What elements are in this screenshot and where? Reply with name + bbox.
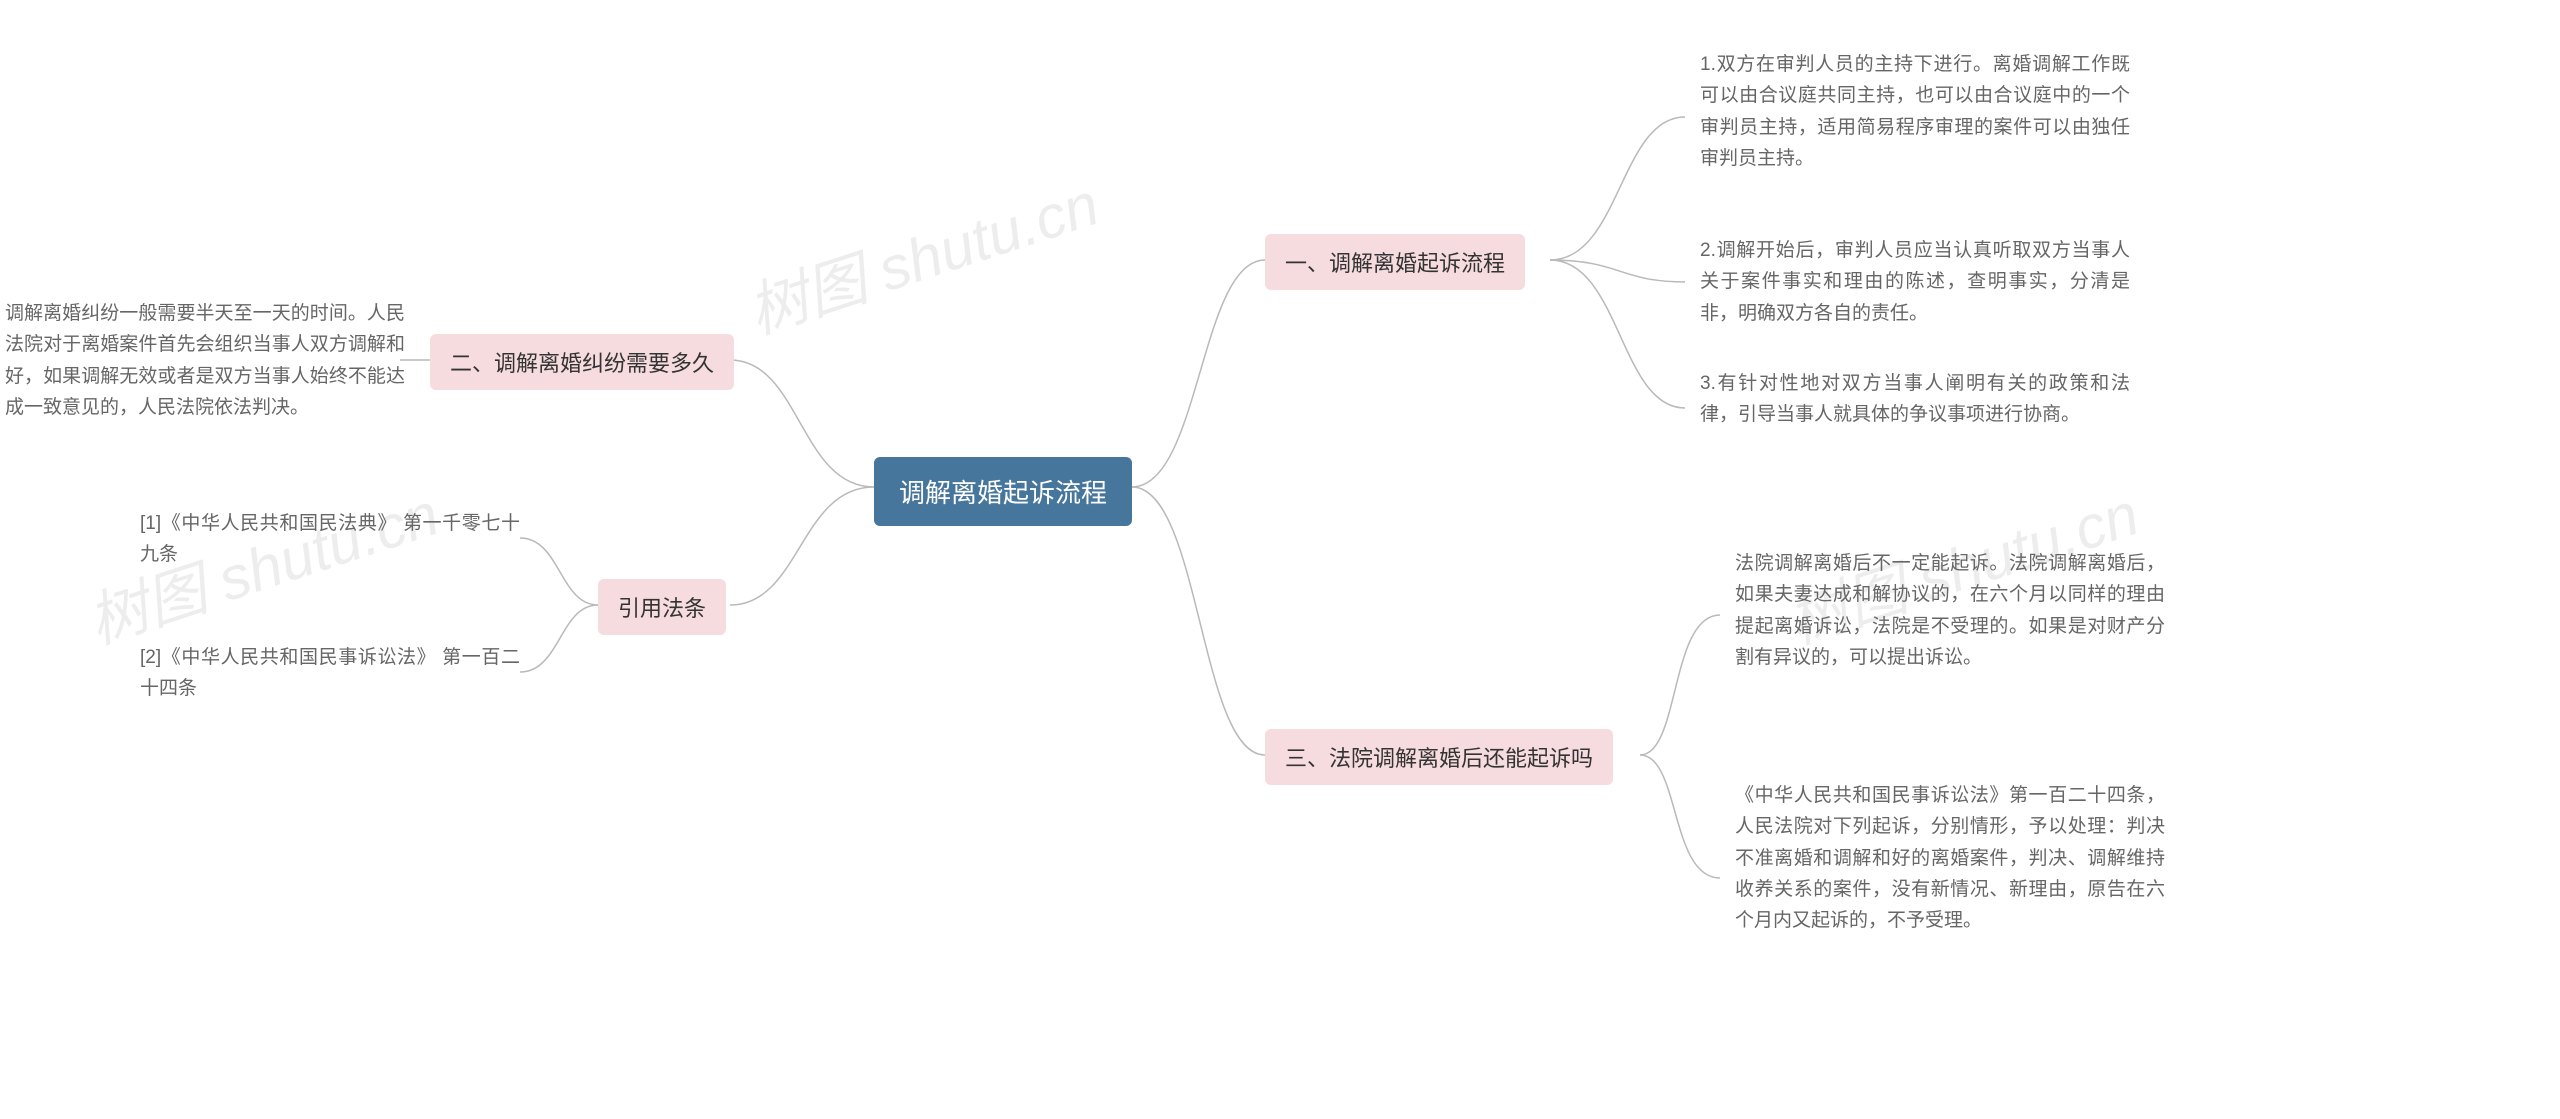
root-node: 调解离婚起诉流程 xyxy=(874,457,1132,526)
watermark: 树图 shutu.cn xyxy=(735,156,1108,351)
leaf-process-1: 1.双方在审判人员的主持下进行。离婚调解工作既可以由合议庭共同主持，也可以由合议… xyxy=(1700,49,2130,174)
branch-can-sue-after: 三、法院调解离婚后还能起诉吗 xyxy=(1265,729,1613,785)
leaf-process-2: 2.调解开始后，审判人员应当认真听取双方当事人关于案件事实和理由的陈述，查明事实… xyxy=(1700,235,2130,329)
leaf-can-sue-1: 法院调解离婚后不一定能起诉。法院调解离婚后，如果夫妻达成和解协议的，在六个月以同… xyxy=(1735,548,2165,673)
leaf-duration-1: 调解离婚纠纷一般需要半天至一天的时间。人民法院对于离婚案件首先会组织当事人双方调… xyxy=(5,298,405,423)
branch-process: 一、调解离婚起诉流程 xyxy=(1265,234,1525,290)
leaf-citation-2: [2]《中华人民共和国民事诉讼法》 第一百二十四条 xyxy=(140,642,520,705)
branch-citations: 引用法条 xyxy=(598,579,726,635)
leaf-process-3: 3.有针对性地对双方当事人阐明有关的政策和法律，引导当事人就具体的争议事项进行协… xyxy=(1700,368,2130,431)
branch-duration: 二、调解离婚纠纷需要多久 xyxy=(430,334,734,390)
leaf-citation-1: [1]《中华人民共和国民法典》 第一千零七十九条 xyxy=(140,508,520,571)
leaf-can-sue-2: 《中华人民共和国民事诉讼法》第一百二十四条，人民法院对下列起诉，分别情形，予以处… xyxy=(1735,780,2165,937)
